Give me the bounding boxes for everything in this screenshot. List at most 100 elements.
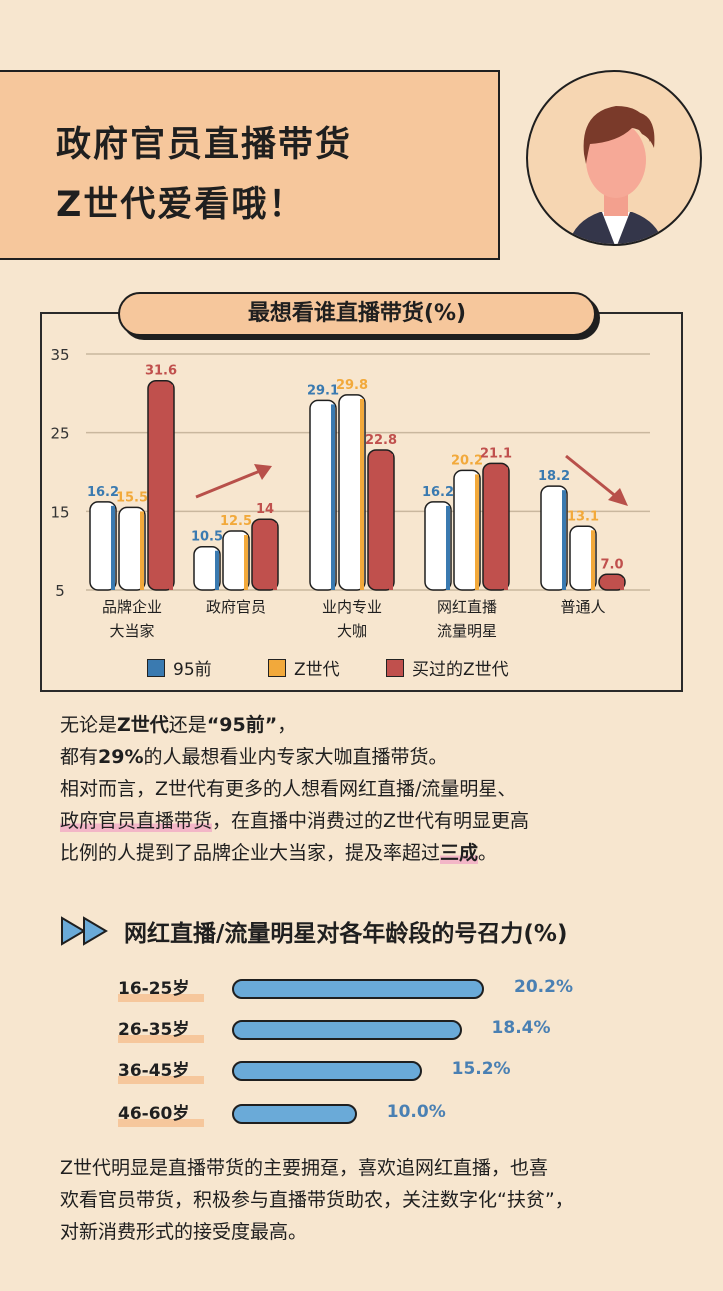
y-tick-label: 25: [50, 425, 69, 443]
up-trend-arrow-line: [195, 469, 261, 499]
bar: [89, 501, 117, 591]
up-trend-arrow-head: [254, 464, 272, 480]
bar-edge: [591, 530, 595, 590]
para1-line3: 相对而言，Z世代有更多的人想看网红直播/流量明星、: [60, 778, 517, 800]
y-tick-label: 15: [50, 503, 69, 521]
bar: [569, 525, 597, 591]
bar: [251, 518, 279, 591]
legend-swatch-bought-z: [386, 658, 404, 677]
y-tick-label: 5: [55, 582, 65, 600]
down-trend-arrow-head: [608, 488, 628, 506]
page-title-line1: 政府官员直播带货: [56, 125, 353, 165]
y-tick-label: 35: [50, 346, 69, 364]
bar-edge: [244, 535, 248, 590]
emphasis: 29%: [98, 746, 144, 768]
bar: [193, 545, 221, 591]
hbar-value-label: 15.2%: [451, 1059, 511, 1079]
legend-item-z: Z世代: [268, 655, 340, 680]
bar-edge: [215, 550, 219, 590]
bar-edge: [331, 404, 335, 590]
category-label: 大咖: [337, 622, 367, 640]
highlight: 政府官员直播带货: [60, 810, 213, 832]
bar-edge: [562, 490, 566, 590]
para2-line1: Z世代明显是直播带货的主要拥趸，喜欢追网红直播，也喜: [60, 1157, 549, 1179]
legend-label-bought-z: 买过的Z世代: [412, 660, 509, 680]
double-play-icon: [61, 916, 108, 946]
category-label: 品牌企业: [102, 598, 162, 616]
value-label: 18.2: [538, 469, 570, 484]
chart-title: 最想看谁直播带货(%): [118, 292, 596, 336]
text: 的人最想看业内专家大咖直播带货。: [143, 746, 448, 768]
hbar: [232, 1020, 462, 1040]
value-label: 31.6: [145, 364, 177, 379]
para2-line3: 对新消费形式的接受度最高。: [60, 1221, 308, 1243]
category-label: 流量明星: [437, 622, 497, 640]
legend-label-95: 95前: [173, 660, 212, 680]
text: ，: [277, 714, 297, 736]
text: 都有: [60, 746, 99, 768]
bar: [453, 469, 481, 591]
age-label: 16-25岁: [118, 976, 204, 1002]
bar-edge: [140, 511, 144, 590]
highlight: 三成: [440, 842, 479, 864]
para2-line2: 欢看官员带货，积极参与直播带货助农，关注数字化“扶贫”，: [60, 1189, 574, 1211]
hbar-value-label: 10.0%: [386, 1102, 446, 1122]
trend-arrows: [195, 454, 628, 506]
value-label: 16.2: [422, 485, 454, 500]
para1-line5: 比例的人提到了品牌企业大当家，提及率超过三成。: [60, 838, 497, 868]
text: ，在直播中消费过的Z世代有明显更高: [212, 810, 530, 832]
chart2-title: 网红直播/流量明星对各年龄段的号召力(%): [124, 921, 568, 947]
legend-item-bought-z: 买过的Z世代: [386, 655, 509, 680]
avatar: [526, 70, 702, 246]
hbar: [232, 1061, 422, 1081]
value-label: 10.5: [191, 530, 223, 545]
value-label: 15.5: [116, 490, 148, 505]
man-avatar-icon: [568, 106, 664, 244]
legend-item-95: 95前: [147, 655, 212, 680]
legend-label-z: Z世代: [294, 660, 340, 680]
title-box: [0, 70, 500, 260]
bar-edge: [475, 474, 479, 590]
bar: [598, 573, 626, 591]
bar-edge: [360, 398, 364, 590]
value-label: 20.2: [451, 453, 483, 468]
category-label: 普通人: [560, 598, 605, 616]
page-title-line2: Z世代爱看哦！: [56, 185, 306, 225]
category-label: 业内专业: [322, 598, 382, 616]
legend-swatch-95: [147, 658, 165, 677]
y-axis-ticks: 35 25 15 5: [50, 346, 69, 600]
hbar-value-label: 18.4%: [491, 1018, 551, 1038]
age-label: 26-35岁: [118, 1017, 204, 1043]
category-label: 大当家: [109, 622, 154, 640]
para1-line2: 都有29%的人最想看业内专家大咖直播带货。: [60, 742, 448, 772]
text: 无论是: [60, 714, 118, 736]
hbar: [232, 1104, 357, 1124]
bar-edge: [169, 384, 173, 590]
chart2-heading: 网红直播/流量明星对各年龄段的号召力(%): [60, 914, 567, 948]
age-label: 46-60岁: [118, 1101, 204, 1127]
value-label: 12.5: [220, 514, 252, 529]
text: 还是: [168, 714, 207, 736]
emphasis: Z世代: [117, 714, 169, 736]
text: 。: [478, 842, 498, 864]
bar: [424, 501, 452, 591]
chart-value-labels: 16.215.531.610.512.51429.129.822.816.220…: [87, 364, 624, 573]
para1-line1: 无论是Z世代还是“95前”，: [60, 710, 296, 740]
chart-bars: [89, 379, 626, 591]
value-label: 22.8: [365, 433, 397, 448]
para1-line4: 政府官员直播带货，在直播中消费过的Z世代有明显更高: [60, 806, 529, 836]
legend-swatch-z: [268, 658, 286, 677]
bar: [147, 379, 175, 591]
bar: [338, 394, 366, 591]
bar: [118, 506, 146, 591]
age-label: 36-45岁: [118, 1058, 204, 1084]
bar: [367, 449, 395, 591]
bar-edge: [111, 505, 115, 590]
emphasis: “95前”: [206, 714, 278, 736]
bar: [222, 530, 250, 591]
hbar-value-label: 20.2%: [514, 977, 573, 997]
down-trend-arrow-line: [565, 454, 619, 500]
value-label: 29.1: [307, 383, 339, 398]
